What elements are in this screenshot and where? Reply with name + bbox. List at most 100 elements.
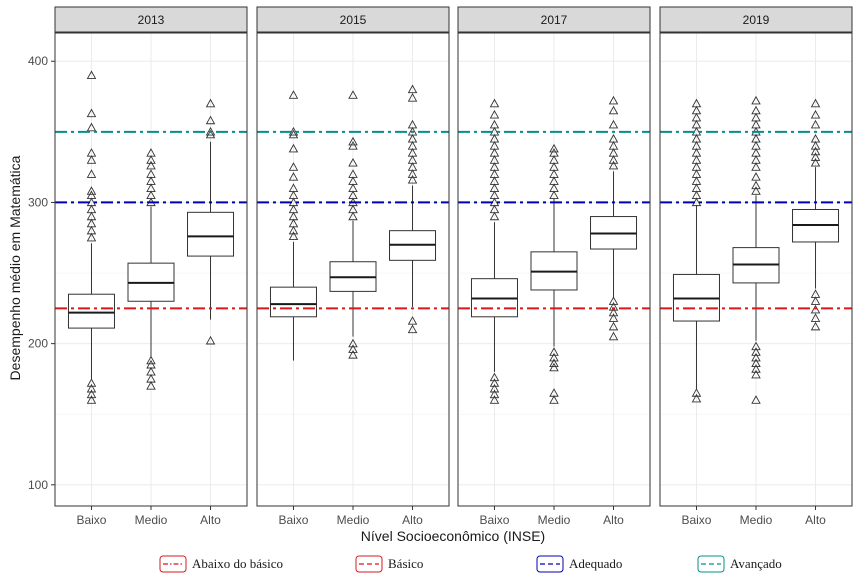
outlier-point [691, 141, 702, 150]
panel-border [457, 32, 651, 507]
outlier-point [86, 108, 97, 118]
outlier-point [489, 378, 500, 387]
outlier-point [146, 160, 156, 170]
outlier-point [86, 378, 97, 387]
box-iqr [67, 293, 115, 329]
legend-label: Adequado [569, 556, 622, 571]
outlier-point [810, 133, 821, 143]
facet-strip-label: 2019 [743, 13, 770, 27]
facet-strip-label: 2013 [138, 13, 165, 27]
outlier-point [810, 119, 821, 129]
x-axis-title: Nível Socioeconômico (INSE) [361, 528, 545, 544]
outlier-point [751, 369, 761, 379]
outlier-point [608, 155, 619, 164]
outlier-point [146, 359, 156, 369]
outlier-point [810, 313, 821, 322]
outlier-point [348, 349, 358, 359]
outlier-point [691, 393, 702, 403]
outlier-point [608, 307, 619, 317]
box-medio [127, 148, 175, 390]
outlier-point [489, 383, 500, 393]
outlier-point [608, 141, 619, 150]
outlier-point [751, 180, 761, 190]
outlier-point [489, 211, 500, 221]
outlier-point [810, 152, 821, 161]
outlier-point [86, 148, 97, 157]
outlier-point [146, 190, 156, 200]
outlier-point [146, 381, 156, 390]
x-tick-label: Baixo [76, 513, 106, 527]
x-tick-label: Alto [402, 513, 423, 527]
outlier-point [810, 289, 821, 298]
panel-2017: 2017 Baixo Medio Alto [457, 6, 651, 527]
y-axis-title: Desempenho médio em Matemática [7, 155, 23, 380]
outlier-point [86, 218, 97, 228]
facet-strip [659, 6, 853, 33]
outlier-point [86, 232, 97, 242]
box-medio [530, 143, 578, 404]
outlier-point [489, 372, 500, 382]
x-tick-label: Medio [740, 513, 773, 527]
outlier-point [691, 388, 702, 397]
outlier-point [549, 176, 559, 185]
facet-strip [54, 6, 248, 33]
outlier-point [86, 186, 97, 195]
box-baixo [269, 90, 317, 361]
outlier-point [407, 316, 418, 325]
outlier-point [489, 133, 500, 143]
outlier-point [407, 148, 418, 157]
outlier-point [489, 98, 500, 108]
outlier-point [407, 162, 418, 171]
outlier-point [348, 211, 358, 221]
outlier-point [348, 141, 358, 150]
panel-2019: 2019 Baixo Medio Alto [659, 6, 853, 527]
outlier-point [751, 155, 761, 164]
outlier-point [751, 172, 761, 181]
outlier-point [288, 211, 299, 221]
outlier-point [549, 395, 559, 404]
outlier-point [86, 204, 97, 214]
outlier-point [751, 186, 761, 195]
outlier-point [348, 90, 358, 99]
x-tick-label: Baixo [681, 513, 711, 527]
outlier-point [348, 344, 358, 353]
x-tick-label: Alto [603, 513, 624, 527]
outlier-point [489, 395, 500, 404]
outlier-point [146, 148, 156, 157]
panel-border [256, 32, 450, 507]
outlier-point [751, 105, 761, 115]
outlier-point [288, 231, 299, 240]
outlier-point [549, 169, 559, 178]
outlier-point [691, 162, 702, 171]
x-tick-label: Medio [538, 513, 571, 527]
outlier-point [205, 126, 216, 136]
outlier-point [489, 119, 500, 129]
legend-item: Avançado [697, 555, 782, 573]
outlier-point [288, 172, 299, 181]
outlier-point [549, 162, 559, 171]
outlier-point [691, 148, 702, 157]
outlier-point [205, 115, 216, 125]
outlier-point [691, 155, 702, 164]
outlier-point [407, 169, 418, 178]
outlier-point [407, 141, 418, 150]
outlier-point [86, 225, 97, 235]
outlier-point [205, 129, 216, 139]
facet-strip-label: 2015 [340, 13, 367, 27]
legend-label: Avançado [730, 556, 782, 571]
outlier-point [348, 169, 358, 178]
outlier-point [608, 331, 619, 341]
x-tick-label: Alto [805, 513, 826, 527]
outlier-point [691, 190, 702, 200]
outlier-point [86, 122, 97, 132]
outlier-point [205, 98, 216, 108]
outlier-point [810, 321, 821, 331]
box-medio [329, 90, 377, 359]
outlier-point [810, 304, 821, 314]
outlier-point [407, 155, 418, 164]
facet-strip [256, 6, 450, 33]
box-iqr [187, 211, 235, 257]
legend: Abaixo do básico Básico Adequado Avançado [159, 555, 782, 573]
outlier-point [608, 296, 619, 305]
